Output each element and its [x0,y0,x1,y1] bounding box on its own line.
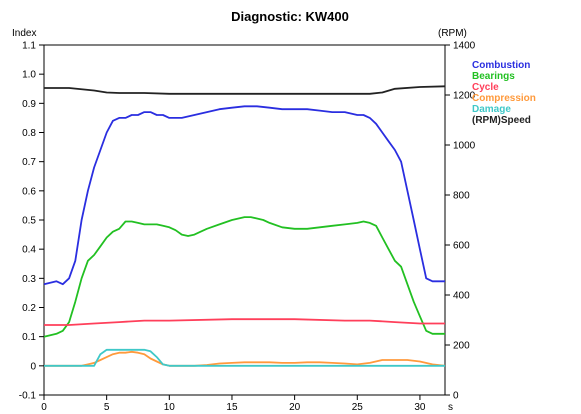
y2-tick-label: 600 [453,241,470,252]
y-tick-label: 0.9 [22,99,36,110]
y-tick-label: 0.1 [22,332,36,343]
x-tick-label: 5 [104,402,110,413]
y2-tick-label: 1400 [453,41,476,52]
y-axis-label: Index [12,28,36,39]
y-tick-label: 0.2 [22,303,36,314]
y2-tick-label: 400 [453,291,470,302]
y-tick-label: 0.8 [22,128,36,139]
y2-tick-label: 1200 [453,91,476,102]
y-axis-left: -0.1 0 0.1 0.2 0.3 0.4 0.5 0.6 0.7 0.8 0.9 1.0 1.1 [19,41,44,402]
y-axis-right: 0 200 400 600 800 1000 1200 1400 [445,41,476,402]
legend-entry-bearings: Bearings [472,71,515,82]
legend-entry-rpm-speed: (RPM)Speed [472,115,531,126]
x-tick-label: 20 [289,402,301,413]
y-tick-label: 0 [30,361,36,372]
y-tick-label: 1.0 [22,70,36,81]
series-line-cycle [44,318,445,326]
y-tick-label: 1.1 [22,41,36,52]
x-axis-unit: s [448,402,453,413]
y-tick-label: 0.6 [22,186,36,197]
series-line-combustion [43,105,445,286]
y-tick-label: 0.7 [22,157,36,168]
x-tick-label: 30 [414,402,426,413]
y2-axis-label: (RPM) [438,28,467,39]
legend-entry-combustion: Combustion [472,60,530,71]
x-tick-label: 10 [164,402,176,413]
series-line-bearings [43,216,445,338]
legend-entry-damage: Damage [472,104,511,115]
y-tick-label: -0.1 [19,391,37,402]
y-tick-label: 0.4 [22,245,36,256]
legend-entry-compression: Compression [472,93,536,104]
y2-tick-label: 200 [453,341,470,352]
x-tick-label: 15 [226,402,238,413]
y-tick-label: 0.5 [22,216,36,227]
y2-tick-label: 800 [453,191,470,202]
x-tick-label: 25 [352,402,364,413]
legend-entry-cycle: Cycle [472,82,499,93]
plot-area [43,44,446,396]
x-tick-label: 0 [41,402,47,413]
series-line-compression [44,350,446,367]
y2-tick-label: 1000 [453,141,476,152]
series-line-rpm-speed [44,85,446,95]
legend: CombustionBearingsCycleCompressionDamage… [472,60,536,126]
x-axis: 0 5 10 15 20 25 30 [41,395,426,413]
y-tick-label: 0.3 [22,274,36,285]
series-line-damage [44,348,445,367]
y2-tick-label: 0 [453,391,459,402]
chart-title: Diagnostic: KW400 [231,9,349,24]
series-lines [43,85,446,367]
